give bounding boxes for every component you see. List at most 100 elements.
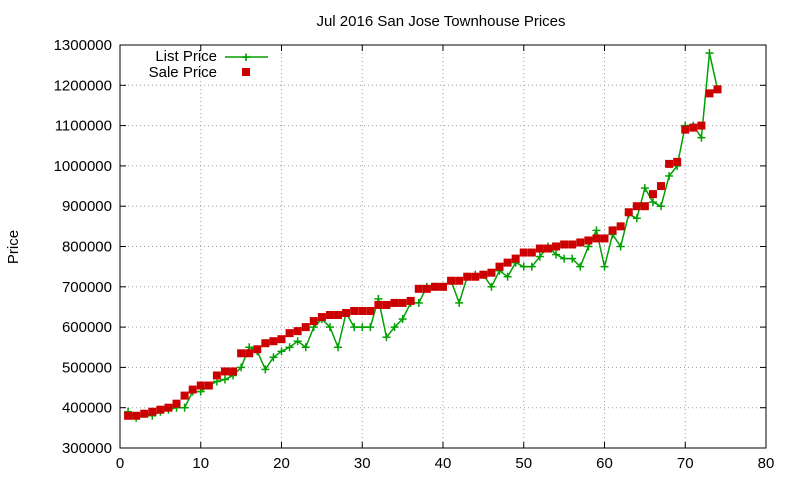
sale-price-point bbox=[366, 306, 375, 315]
sale-price-point bbox=[681, 125, 690, 134]
axis-ticks: 0 10 20 30 40 50 60 70 80 300000 400000 500000 60000… bbox=[54, 37, 775, 472]
sale-price-point bbox=[487, 268, 496, 277]
sale-price-point bbox=[584, 236, 593, 245]
sale-price-point bbox=[471, 272, 480, 281]
sale-price-point bbox=[713, 85, 722, 94]
sale-price-point bbox=[390, 298, 399, 307]
list-price-point bbox=[503, 272, 512, 281]
sale-price-point bbox=[705, 89, 714, 98]
sale-price-point bbox=[188, 385, 197, 394]
list-price-point bbox=[648, 198, 657, 207]
list-price-point bbox=[382, 333, 391, 342]
sale-price-point bbox=[237, 349, 246, 358]
sale-price-point bbox=[455, 276, 464, 285]
sale-price-point bbox=[560, 240, 569, 249]
sale-price-point bbox=[204, 381, 213, 390]
sale-price-point bbox=[657, 182, 666, 191]
list-price-point bbox=[568, 254, 577, 263]
sale-price-point bbox=[422, 284, 431, 293]
sale-price-point bbox=[277, 335, 286, 344]
sale-price-point bbox=[608, 226, 617, 235]
sale-price-point bbox=[212, 371, 221, 380]
sale-price-point bbox=[673, 157, 682, 166]
y-tick-label: 1000000 bbox=[54, 158, 112, 175]
sale-price-point bbox=[648, 190, 657, 199]
sale-price-point bbox=[535, 244, 544, 253]
x-tick-label: 10 bbox=[192, 455, 209, 472]
sale-price-point bbox=[430, 282, 439, 291]
sale-price-point bbox=[325, 311, 334, 320]
sale-price-point bbox=[317, 313, 326, 322]
y-tick-label: 1200000 bbox=[54, 77, 112, 94]
x-tick-label: 50 bbox=[515, 455, 532, 472]
sale-price-point bbox=[576, 238, 585, 247]
sale-price-point bbox=[479, 270, 488, 279]
sale-price-point bbox=[293, 327, 302, 336]
sale-price-point bbox=[220, 367, 229, 376]
sale-price-point bbox=[592, 234, 601, 243]
sale-price-point bbox=[414, 284, 423, 293]
list-price-point bbox=[552, 250, 561, 259]
list-price-point bbox=[527, 262, 536, 271]
list-price-line bbox=[127, 52, 719, 419]
sale-price-point bbox=[519, 248, 528, 257]
series-layer bbox=[124, 49, 722, 422]
legend-marker-list-price: + bbox=[242, 49, 251, 66]
list-price-point bbox=[301, 343, 310, 352]
list-price-point bbox=[237, 363, 246, 372]
list-price-point bbox=[220, 375, 229, 384]
list-price-point bbox=[390, 323, 399, 332]
list-price-point bbox=[455, 298, 464, 307]
sale-price-point bbox=[342, 308, 351, 317]
x-tick-label: 20 bbox=[273, 455, 290, 472]
sale-price-point bbox=[447, 276, 456, 285]
list-price-point bbox=[414, 298, 423, 307]
y-tick-label: 300000 bbox=[62, 440, 112, 457]
legend: List Price + Sale Price bbox=[149, 48, 268, 81]
x-tick-label: 30 bbox=[354, 455, 371, 472]
y-tick-label: 400000 bbox=[62, 400, 112, 417]
sale-price-point bbox=[132, 411, 141, 420]
list-price-point bbox=[640, 184, 649, 193]
list-price-point bbox=[697, 133, 706, 142]
sale-price-point bbox=[350, 306, 359, 315]
sale-price-point bbox=[697, 121, 706, 130]
grid-lines bbox=[120, 45, 766, 448]
x-tick-label: 60 bbox=[596, 455, 613, 472]
sale-price-point bbox=[665, 159, 674, 168]
legend-marker-sale-price bbox=[242, 68, 250, 76]
sale-price-point bbox=[229, 367, 238, 376]
list-price-point bbox=[519, 262, 528, 271]
list-price-point bbox=[665, 171, 674, 180]
list-price-point bbox=[616, 242, 625, 251]
x-tick-label: 40 bbox=[435, 455, 452, 472]
list-price-point bbox=[632, 214, 641, 223]
y-tick-label: 800000 bbox=[62, 239, 112, 256]
sale-price-point bbox=[374, 300, 383, 309]
sale-price-point bbox=[309, 317, 318, 326]
list-price-point bbox=[261, 365, 270, 374]
y-axis-label: Price bbox=[5, 230, 22, 264]
chart-title: Jul 2016 San Jose Townhouse Prices bbox=[316, 13, 565, 30]
sale-price-point bbox=[164, 403, 173, 412]
sale-price-point bbox=[148, 407, 157, 416]
list-price-point bbox=[269, 353, 278, 362]
sale-price-point bbox=[511, 254, 520, 263]
sale-price-point bbox=[269, 337, 278, 346]
sale-price-point bbox=[382, 300, 391, 309]
sale-price-point bbox=[640, 202, 649, 211]
list-price-point bbox=[325, 323, 334, 332]
sale-price-point bbox=[463, 272, 472, 281]
sale-price-point bbox=[503, 258, 512, 267]
sale-price-point bbox=[253, 345, 262, 354]
y-tick-label: 500000 bbox=[62, 359, 112, 376]
list-price-point bbox=[600, 262, 609, 271]
sale-price-point bbox=[140, 409, 149, 418]
sale-price-point bbox=[180, 391, 189, 400]
y-tick-label: 900000 bbox=[62, 198, 112, 215]
sale-price-point bbox=[689, 123, 698, 132]
y-tick-label: 700000 bbox=[62, 279, 112, 296]
legend-label-sale-price: Sale Price bbox=[149, 64, 217, 81]
x-tick-label: 80 bbox=[758, 455, 775, 472]
list-price-point bbox=[334, 343, 343, 352]
